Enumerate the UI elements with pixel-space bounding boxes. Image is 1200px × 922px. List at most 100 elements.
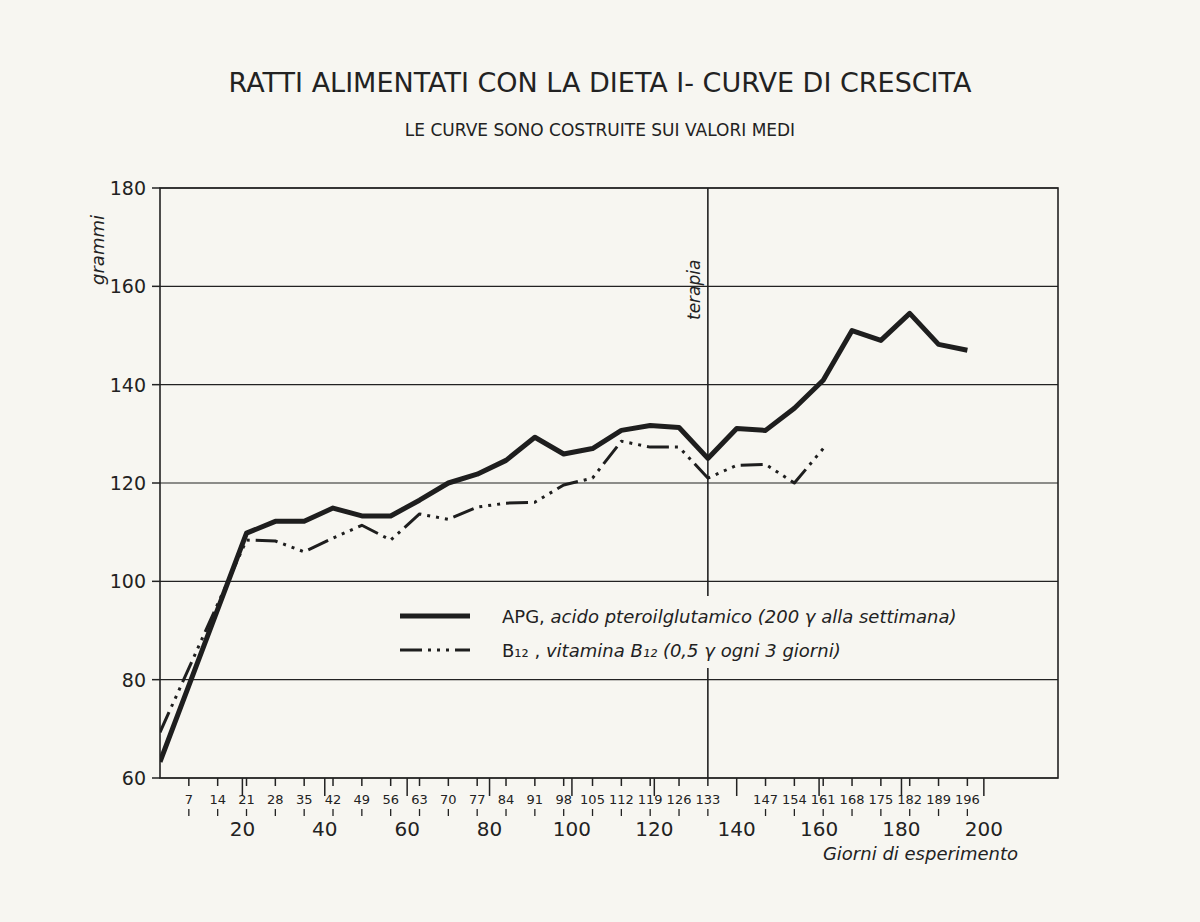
plot-frame [160, 188, 1058, 778]
annotation-label: terapia [684, 260, 704, 320]
x-tick [534, 809, 535, 816]
x-tick [592, 778, 594, 786]
y-tick [152, 679, 160, 681]
x-tick-label: 189 [926, 792, 951, 807]
x-tick [822, 778, 824, 786]
x-tick-label: 196 [955, 792, 980, 807]
y-tick-label: 140 [110, 374, 146, 396]
x-tick-label: 200 [965, 817, 1003, 841]
x-tick-label: 140 [718, 817, 756, 841]
x-tick-label: 7 [185, 792, 193, 807]
x-tick [361, 778, 363, 786]
x-tick-label: 35 [296, 792, 313, 807]
grid-line [160, 384, 1058, 385]
x-tick [390, 778, 392, 786]
x-tick-label: 77 [469, 792, 486, 807]
x-tick-label: 133 [695, 792, 720, 807]
x-tick [419, 778, 421, 786]
x-tick-label: 63 [411, 792, 428, 807]
title: RATTI ALIMENTATI CON LA DIETA I- CURVE D… [229, 67, 972, 98]
x-tick-label: 20 [230, 817, 255, 841]
x-tick-label: 14 [209, 792, 226, 807]
x-tick [571, 778, 573, 796]
y-tick [152, 384, 160, 386]
x-tick [303, 778, 305, 786]
x-tick [880, 778, 882, 786]
x-tick-label: 28 [267, 792, 284, 807]
x-tick-label: 105 [580, 792, 605, 807]
x-tick-label: 60 [394, 817, 419, 841]
x-tick [650, 809, 651, 816]
x-tick [938, 778, 940, 786]
y-tick [152, 581, 160, 583]
x-tick [489, 778, 491, 796]
x-tick [765, 809, 766, 816]
x-tick [678, 809, 679, 816]
y-tick [152, 482, 160, 484]
x-tick [621, 778, 623, 786]
x-tick [188, 778, 190, 786]
y-tick [152, 777, 160, 779]
x-tick [736, 778, 738, 796]
x-tick [909, 778, 911, 786]
x-tick-label: 56 [382, 792, 399, 807]
x-tick [967, 778, 969, 786]
x-tick [361, 809, 362, 816]
x-tick-label: 180 [882, 817, 920, 841]
y-tick-label: 80 [122, 669, 146, 691]
x-tick [621, 809, 622, 816]
x-tick [649, 778, 651, 786]
legend-label: APG, acido pteroilglutamico (200 γ alla … [502, 606, 957, 627]
y-tick [152, 286, 160, 288]
x-tick-label: 126 [667, 792, 692, 807]
x-tick [419, 809, 420, 816]
x-tick-label: 120 [635, 817, 673, 841]
y-tick-label: 160 [110, 275, 146, 297]
x-tick-label: 112 [609, 792, 634, 807]
x-tick [246, 809, 247, 816]
x-tick [390, 809, 391, 816]
x-tick [448, 809, 449, 816]
x-tick [823, 809, 824, 816]
subtitle: LE CURVE SONO COSTRUITE SUI VALORI MEDI [405, 120, 795, 140]
x-tick [765, 778, 767, 786]
y-tick-label: 180 [110, 177, 146, 199]
x-tick [707, 778, 709, 786]
legend-swatch [400, 614, 470, 619]
x-tick [909, 809, 910, 816]
x-tick [851, 809, 852, 816]
x-tick [563, 778, 565, 786]
x-tick [707, 809, 708, 816]
x-tick-label: 42 [325, 792, 342, 807]
x-tick [983, 778, 985, 796]
x-tick-label: 119 [638, 792, 663, 807]
x-tick-label: 160 [800, 817, 838, 841]
x-tick [938, 809, 939, 816]
x-tick-label: 147 [753, 792, 778, 807]
x-tick-label: 154 [782, 792, 807, 807]
x-tick [505, 778, 507, 786]
x-tick [880, 809, 881, 816]
x-tick [592, 809, 593, 816]
x-tick [246, 778, 248, 786]
chart: RATTI ALIMENTATI CON LA DIETA I- CURVE D… [0, 0, 1200, 922]
legend-label: B₁₂ , vitamina B₁₂ (0,5 γ ogni 3 giorni) [502, 640, 841, 661]
x-tick [217, 809, 218, 816]
legend-swatch [400, 649, 470, 652]
x-tick [678, 778, 680, 786]
x-tick [332, 809, 333, 816]
x-tick [304, 809, 305, 816]
y-tick-label: 100 [110, 570, 146, 592]
y-tick-label: 120 [110, 472, 146, 494]
x-tick [563, 809, 564, 816]
x-tick-label: 70 [440, 792, 457, 807]
x-tick [448, 778, 450, 786]
series-group [160, 313, 967, 761]
grid-line [160, 286, 1058, 287]
grid-line [160, 482, 1058, 483]
x-tick [505, 809, 506, 816]
x-tick [534, 778, 536, 786]
x-tick [275, 778, 277, 786]
x-tick [477, 809, 478, 816]
grid-line [160, 581, 1058, 582]
